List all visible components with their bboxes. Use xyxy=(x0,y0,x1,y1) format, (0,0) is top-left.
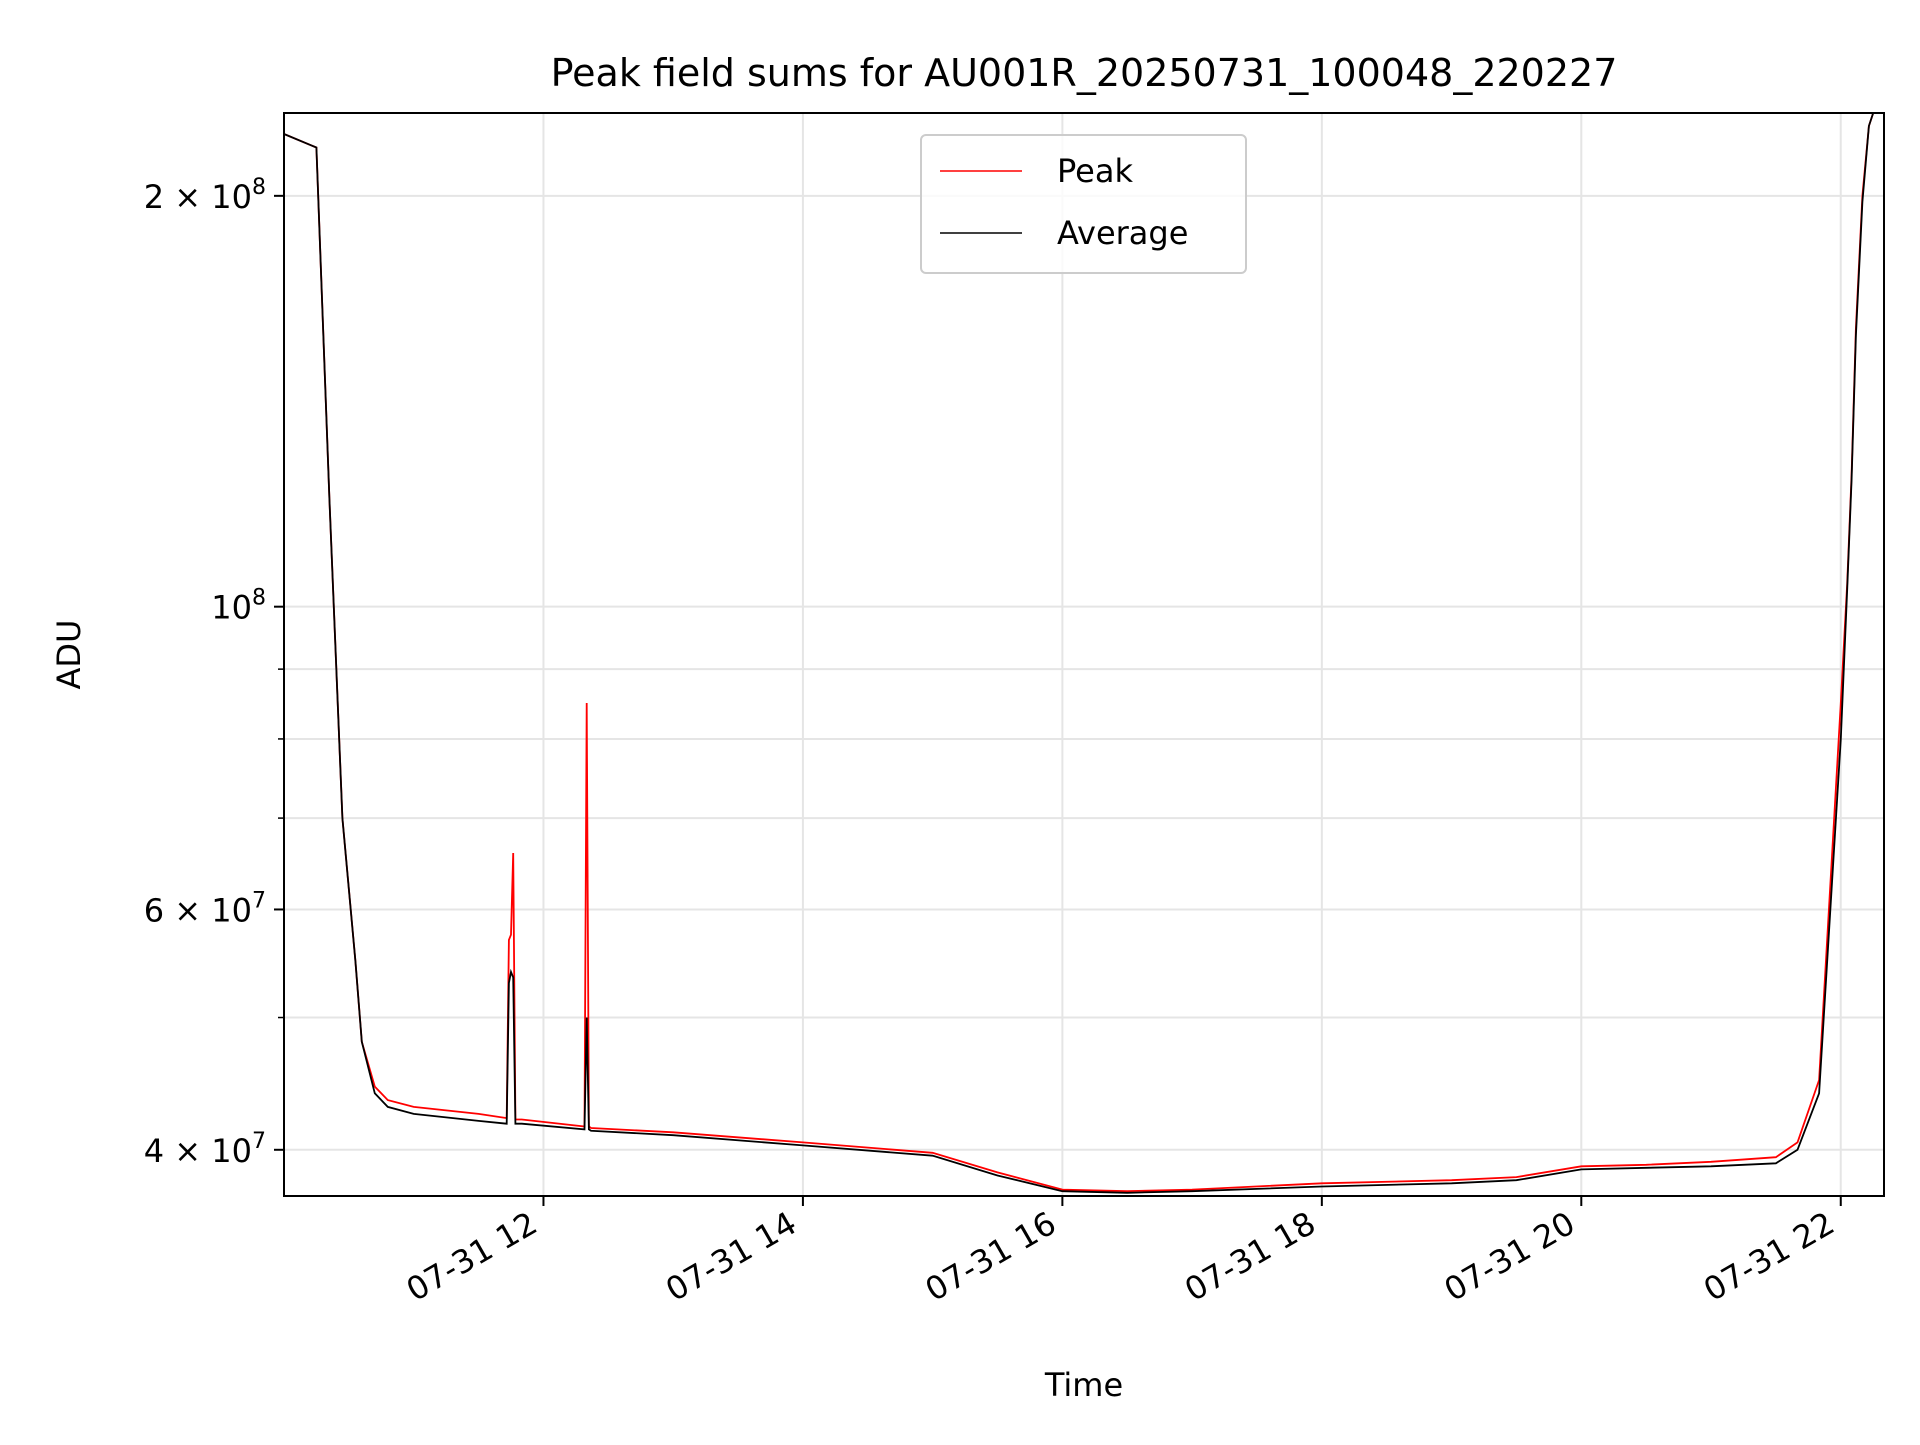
y-tick-label-exponent: 7 xyxy=(252,1129,266,1154)
legend-box xyxy=(920,134,1247,274)
series-group xyxy=(284,113,1884,1194)
y-tick-label-base: 6 × 10 xyxy=(144,891,252,929)
y-tick-label-exponent: 8 xyxy=(252,175,266,200)
x-axis-label: Time xyxy=(1044,1366,1123,1404)
legend: Peak Average xyxy=(920,134,1247,274)
y-tick-label-exponent: 7 xyxy=(252,888,266,913)
chart-title: Peak field sums for AU001R_20250731_1000… xyxy=(551,51,1618,95)
y-tick-label: 2 × 108 xyxy=(144,175,266,216)
y-tick-label-exponent: 8 xyxy=(252,586,266,611)
plot-frame xyxy=(283,112,1885,1197)
legend-label-peak: Peak xyxy=(1057,152,1133,190)
y-tick-label-base: 2 × 10 xyxy=(144,178,252,216)
series-line-average xyxy=(284,113,1884,1194)
y-tick-label-base: 4 × 10 xyxy=(144,1132,252,1170)
y-axis-label: ADU xyxy=(50,620,88,690)
y-tick-label: 108 xyxy=(211,586,266,627)
y-tick-label: 4 × 107 xyxy=(144,1129,266,1170)
legend-label-average: Average xyxy=(1057,214,1188,252)
y-tick-label: 6 × 107 xyxy=(144,888,266,929)
y-tick-label-base: 10 xyxy=(211,589,252,627)
series-line-peak xyxy=(284,113,1884,1193)
